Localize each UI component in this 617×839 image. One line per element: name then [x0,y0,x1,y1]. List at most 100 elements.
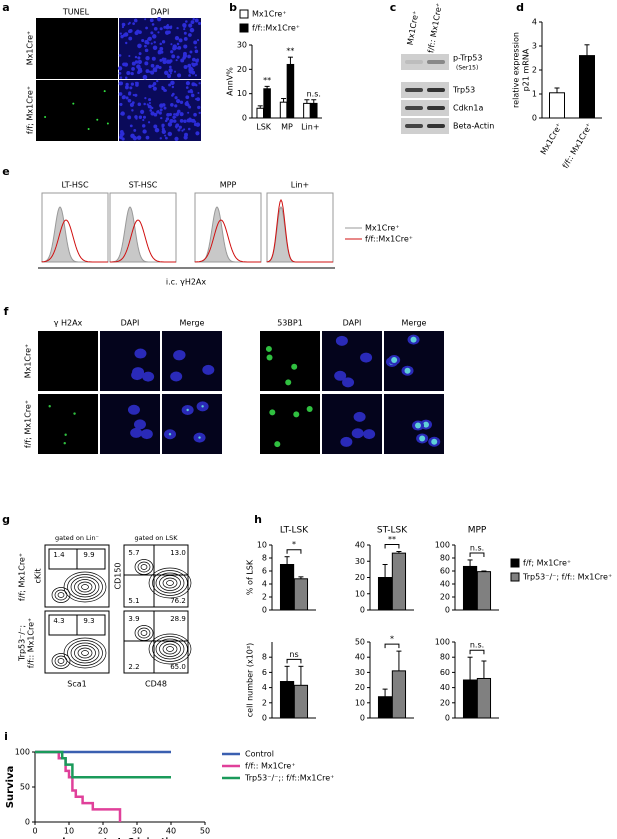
nucleus [163,57,167,61]
nucleus [133,128,137,132]
significance: * [390,635,394,644]
histogram-frame [194,192,262,263]
y-tick-label: 30 [355,557,365,566]
legend-swatch [510,558,520,568]
nucleus [153,26,158,31]
contour [148,567,192,599]
nucleus [150,31,154,35]
nucleus [161,86,165,91]
nucleus [132,136,138,141]
band [405,106,423,110]
nucleus [183,31,187,35]
contour [70,576,100,598]
nucleus [176,109,181,114]
nucleus [140,109,145,114]
quadrant-frequency: 5.7 [128,549,139,557]
nucleus [153,124,158,129]
nucleus [161,125,165,129]
x-tick-label: Lin+ [301,123,319,132]
contour [140,564,148,570]
x-axis-label: days post pIpC injection [59,838,181,839]
histogram-control [266,206,333,263]
nucleus [123,32,129,37]
nucleus [175,59,178,62]
bar [279,681,295,719]
apoptotic-cell [87,128,90,131]
legend-swatch [239,9,249,19]
focus [186,408,189,412]
nucleus [156,16,162,22]
nucleus [182,22,187,28]
nucleus [168,122,171,125]
image [100,331,160,391]
nucleus [146,41,150,45]
nucleus [145,55,150,61]
nucleus [145,69,150,73]
image [162,394,222,454]
nucleus [144,44,147,48]
contour [70,642,100,664]
quadrant-frequency: 76.2 [170,597,186,605]
bar [303,102,311,119]
nucleus [196,97,201,102]
bar [579,55,595,119]
contour [54,655,68,667]
nucleus [118,71,122,75]
contour [81,584,89,590]
image [36,18,118,79]
y-tick-label: 3 [532,42,537,51]
nucleus [165,136,168,140]
nucleus [176,47,179,50]
nucleus [137,102,142,107]
gate-frequency: 9.3 [83,617,94,625]
image [162,331,222,391]
bar [462,679,478,719]
band [405,88,423,92]
focus [293,411,300,418]
nucleus [185,20,188,23]
survival-curve [35,750,122,822]
nucleus [194,74,197,77]
nucleus [169,65,172,69]
blot [401,54,449,70]
nucleus [119,135,123,140]
nucleus [144,18,147,21]
contour [54,589,68,601]
population-title: MPP [220,181,237,190]
nucleus [171,94,174,97]
y-tick-label: 8 [262,653,267,662]
nucleus [187,111,190,114]
nucleus [180,58,185,63]
row-label: Mx1Cre⁺ [24,344,33,379]
nucleus [187,127,191,131]
column-header: Merge [180,319,205,328]
nucleus [186,118,191,123]
y-tick-label: 100 [15,748,30,757]
nucleus [188,105,192,109]
x-tick-label: 30 [132,827,142,836]
y-tick-label: 20 [237,65,247,74]
histogram-control [109,206,176,263]
y-tick-label: 2 [532,66,537,75]
nucleus [118,54,122,57]
panel-label: g [2,513,10,526]
histogram-control [41,206,108,263]
nucleus [134,31,139,36]
nucleus [194,18,199,23]
nucleus [153,112,158,117]
apoptotic-cell [44,115,47,118]
nucleus [177,128,181,132]
nucleus [198,82,201,85]
nucleus [170,103,174,107]
nucleus [335,335,348,346]
nucleus [189,50,193,54]
nucleus [178,38,183,43]
y-tick-label: 100 [435,638,450,647]
legend-label: f/f:: Mx1Cre⁺ [245,762,296,771]
nucleus [152,34,157,39]
nucleus [353,411,366,422]
panel-label: i [4,730,8,743]
nucleus [125,85,128,88]
nucleus [159,103,164,108]
y-tick-label: 2 [262,698,267,707]
